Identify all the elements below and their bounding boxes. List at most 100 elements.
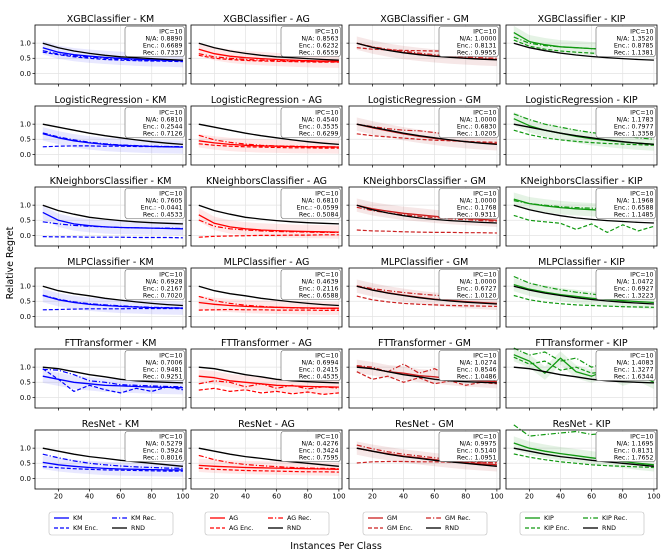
confidence-band <box>356 441 497 472</box>
legend-km: KM KM Rec. KM Enc. RND <box>48 511 174 536</box>
panel-mlpclassifier-km: MLPClassifier - KM 0.0 0.5 1.0 IPC=10N/A: 0.… <box>20 257 187 330</box>
stat-value: N/A: 1.0000 <box>459 36 496 43</box>
panel-resnet-ag: ResNet - AG 20 40 60 80 100 IPC=10N/A: 0.4276E… <box>188 419 346 501</box>
series-recovered <box>513 424 654 437</box>
series-random <box>42 204 183 225</box>
y-tick-label: 0.0 <box>20 151 31 159</box>
ipc-label: IPC=10 <box>315 272 338 279</box>
stats-box <box>124 269 185 300</box>
legend-entry: GM Rec. <box>445 515 471 522</box>
ipc-label: IPC=10 <box>630 272 653 279</box>
confidence-band <box>198 134 339 154</box>
stats-box <box>595 350 656 381</box>
legend-entry: AG Enc. <box>229 525 254 532</box>
series-encoded <box>198 308 339 311</box>
stat-value: Rec.: 0.6559 <box>299 50 339 57</box>
panel-frame <box>348 267 501 328</box>
stats-box <box>438 107 499 138</box>
stat-value: Rec.: 1.6344 <box>614 374 654 381</box>
series-encoded <box>356 371 497 386</box>
legend-entry: KM <box>73 515 83 522</box>
panel-title: KNeighborsClassifier - AG <box>206 176 327 187</box>
series-method <box>513 442 654 466</box>
stat-value: Enc.: 0.2116 <box>299 286 339 293</box>
series-encoded <box>198 234 339 238</box>
x-tick-label: 100 <box>176 493 189 501</box>
panel-fttransformer-km: FTTransformer - KM 0.0 0.5 1.0 IPC=10N/A: 0.… <box>20 338 187 411</box>
legend-entry: GM Enc. <box>387 525 413 532</box>
series-encoded <box>198 467 339 473</box>
stat-value: Enc.: 0.3924 <box>143 448 183 455</box>
stat-value: Rec.: 0.7337 <box>143 50 183 57</box>
x-tick-label: 60 <box>430 493 439 501</box>
series-recovered <box>198 380 339 390</box>
confidence-band <box>42 455 183 477</box>
legend-entry: KIP <box>544 515 554 522</box>
y-tick-label: 1.0 <box>20 202 31 210</box>
panel-title: LogisticRegression - GM <box>368 95 481 106</box>
stat-value: Rec.: 0.9955 <box>457 50 497 57</box>
series-random <box>356 447 497 467</box>
ipc-label: IPC=10 <box>473 272 496 279</box>
stat-value: Rec.: 1.0205 <box>457 131 497 138</box>
confidence-band <box>356 36 497 67</box>
stat-value: Rec.: 0.6299 <box>299 131 339 138</box>
series-encoded <box>198 387 339 395</box>
panel-title: ResNet - GM <box>395 419 454 430</box>
ipc-label: IPC=10 <box>473 191 496 198</box>
stat-value: Enc.: -0.0441 <box>141 205 183 212</box>
stats-box <box>595 269 656 300</box>
stats-box <box>438 350 499 381</box>
series-encoded <box>198 143 339 149</box>
stat-value: Enc.: 0.6689 <box>143 43 183 50</box>
stat-value: Rec.: 1.1381 <box>614 50 654 57</box>
y-tick-label: 0.0 <box>20 313 31 321</box>
series-random <box>198 285 339 307</box>
series-method <box>198 464 339 470</box>
panel-frame <box>34 105 187 166</box>
panel-title: MLPClassifier - GM <box>381 257 469 268</box>
stat-value: Enc.: 0.2167 <box>143 286 183 293</box>
ipc-label: IPC=10 <box>315 29 338 36</box>
y-tick-label: 1.0 <box>20 364 31 372</box>
stat-value: Rec.: 0.9311 <box>457 212 497 219</box>
legend-frame <box>362 511 488 536</box>
panel-title: XGBClassifier - KM <box>67 14 154 25</box>
stat-value: N/A: 1.0000 <box>459 117 496 124</box>
ipc-label: IPC=10 <box>473 110 496 117</box>
stats-box <box>124 350 185 381</box>
series-encoded <box>356 460 497 464</box>
confidence-band <box>42 369 183 395</box>
stat-value: Rec.: 1.7652 <box>614 455 654 462</box>
series-recovered <box>42 132 183 148</box>
series-method <box>356 204 497 221</box>
stat-value: N/A: 0.6994 <box>301 360 338 367</box>
stat-value: Enc.: 0.6727 <box>457 286 497 293</box>
series-encoded <box>513 129 654 146</box>
series-method <box>42 294 183 309</box>
stat-value: Enc.: 0.8546 <box>457 367 497 374</box>
y-tick-label: 1.0 <box>20 445 31 453</box>
stats-box <box>124 107 185 138</box>
legend-entry: KIP Enc. <box>544 525 569 532</box>
series-encoded <box>42 307 183 311</box>
x-tick-label: 20 <box>368 493 377 501</box>
series-encoded <box>356 295 497 307</box>
panel-resnet-kip: ResNet - KIP 20 40 60 80 100 IPC=10N/A: 1.1695… <box>503 419 661 501</box>
stat-value: Enc.: 0.1768 <box>457 205 497 212</box>
stats-box <box>595 107 656 138</box>
ipc-label: IPC=10 <box>159 29 182 36</box>
y-tick-label: 0.5 <box>20 298 31 306</box>
stats-box <box>280 350 341 381</box>
stat-value: Rec.: 0.5084 <box>299 212 339 219</box>
stat-value: Rec.: 0.7126 <box>143 131 183 138</box>
stat-value: Rec.: 0.8016 <box>143 455 183 462</box>
series-random <box>42 366 183 384</box>
panel-frame <box>34 429 187 490</box>
series-method <box>42 47 183 62</box>
series-method <box>42 461 183 471</box>
panel-frame <box>190 429 343 490</box>
legend-entry: RND <box>602 525 616 532</box>
